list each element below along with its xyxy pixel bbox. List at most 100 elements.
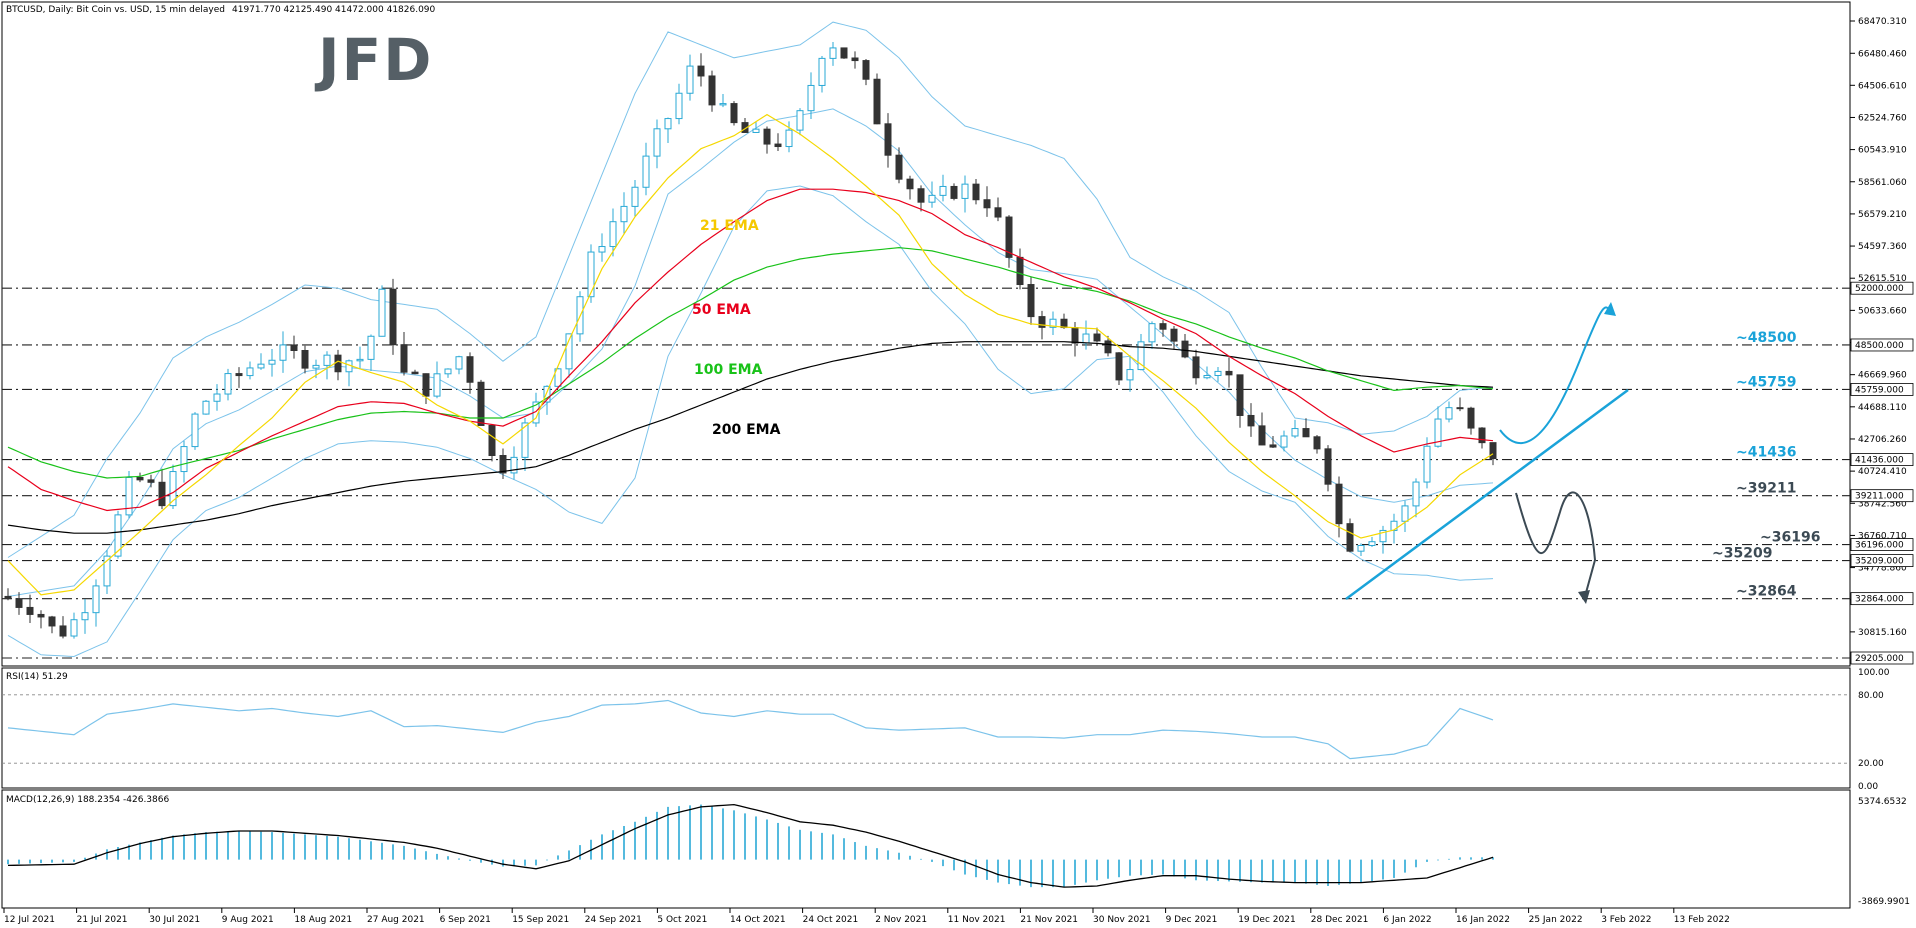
level-tag-box xyxy=(1850,538,1914,551)
price-pane xyxy=(1,1,1851,667)
price-tick-label: 42706.260 xyxy=(1858,435,1907,445)
macd-axis-label: 5374.6532 xyxy=(1858,797,1907,807)
level-tag: 36196.000 xyxy=(1855,541,1904,551)
candle-body xyxy=(664,118,672,130)
date-label: 24 Sep 2021 xyxy=(585,915,642,925)
candle-body xyxy=(543,385,551,403)
candle-body xyxy=(378,288,386,337)
candle-body xyxy=(4,595,12,600)
candle-body xyxy=(103,555,111,587)
candle-body xyxy=(730,103,738,124)
candle-body xyxy=(1170,328,1178,342)
candle-body xyxy=(631,186,639,207)
candle-body xyxy=(59,625,67,637)
date-label: 14 Oct 2021 xyxy=(730,915,786,925)
price-tick-label: 44688.110 xyxy=(1858,403,1907,413)
candle-body xyxy=(752,128,760,133)
level-tag: 48500.000 xyxy=(1855,341,1904,351)
date-label: 2 Nov 2021 xyxy=(875,915,927,925)
ema100-line xyxy=(7,246,1494,479)
candle-body xyxy=(807,84,815,112)
candle-body xyxy=(367,335,375,360)
candle-body xyxy=(466,356,474,383)
candle-body xyxy=(774,143,782,148)
candle-body xyxy=(521,422,529,458)
rsi-series: 100.00 80.00 20.00 0.00 xyxy=(2,668,1890,792)
candle-body xyxy=(191,413,199,448)
candle-body xyxy=(939,185,947,196)
macd-series: 5374.6532 -3869.9901 xyxy=(7,797,1910,907)
candle-body xyxy=(158,481,166,507)
candle-body xyxy=(1269,444,1277,448)
candle-body xyxy=(411,371,419,375)
candle-body xyxy=(917,188,925,203)
candle-body xyxy=(818,57,826,86)
level-label: ~32864 xyxy=(1736,584,1797,600)
candle-body xyxy=(1291,428,1299,437)
date-label: 21 Nov 2021 xyxy=(1020,915,1078,925)
candle-body xyxy=(840,47,848,59)
candle-body xyxy=(323,354,331,366)
date-label: 30 Jul 2021 xyxy=(149,915,200,925)
candle-body xyxy=(1258,425,1266,446)
trendline xyxy=(1345,388,1629,601)
candle-body xyxy=(994,207,1002,218)
candle-body xyxy=(334,354,342,373)
candle-body xyxy=(1137,341,1145,371)
rsi-axis-label: 20.00 xyxy=(1858,759,1884,769)
candle-body xyxy=(1071,327,1079,344)
candle-body xyxy=(1302,428,1310,438)
level-tag-box xyxy=(1850,338,1914,352)
level-tag-box xyxy=(1850,453,1914,466)
level-label: ~39211 xyxy=(1736,481,1796,497)
rsi-pane xyxy=(1,667,1851,789)
date-label: 21 Jul 2021 xyxy=(77,915,128,925)
ema50-line xyxy=(7,188,1494,512)
date-label: 19 Dec 2021 xyxy=(1238,915,1296,925)
level-label: ~35209 xyxy=(1712,546,1772,562)
date-label: 18 Aug 2021 xyxy=(294,915,352,925)
candle-body xyxy=(70,619,78,637)
candle-body xyxy=(620,205,628,223)
price-tick-label: 68470.310 xyxy=(1858,17,1907,27)
candle-body xyxy=(477,381,485,426)
level-tag-box xyxy=(1850,489,1914,503)
candle-body xyxy=(675,92,683,120)
price-tick-label: 56579.210 xyxy=(1858,210,1907,220)
candle-body xyxy=(202,400,210,415)
price-tick-label: 54597.360 xyxy=(1858,242,1907,252)
level-tag: 32864.000 xyxy=(1855,595,1904,605)
symbol-info: BTCUSD, Daily: Bit Coin vs. USD, 15 min … xyxy=(6,5,225,15)
date-label: 28 Dec 2021 xyxy=(1311,915,1369,925)
ema21-line xyxy=(7,113,1494,596)
ohlc-values: 41971.770 42125.490 41472.000 41826.090 xyxy=(232,5,436,15)
candle-body xyxy=(422,373,430,397)
candle-body xyxy=(1148,323,1156,343)
candle-body xyxy=(1467,407,1475,429)
macd-signal-line xyxy=(7,803,1494,888)
candle-body xyxy=(224,373,232,395)
price-tick-label: 52615.510 xyxy=(1858,274,1907,284)
candle-body xyxy=(301,349,309,369)
rsi-line xyxy=(7,699,1494,760)
date-axis: 12 Jul 2021 21 Jul 2021 30 Jul 2021 9 Aug 2… xyxy=(3,908,1730,925)
candle-body xyxy=(1324,448,1332,485)
candle-body xyxy=(895,154,903,180)
candle-body xyxy=(389,288,397,346)
candle-body xyxy=(1049,318,1057,328)
candle-body xyxy=(312,364,320,369)
level-tag: 35209.000 xyxy=(1855,557,1904,567)
candle-body xyxy=(565,333,573,370)
annotations: ~48500 ~45759 ~41436 ~39211 ~36196~35209 ~328… xyxy=(1345,302,1820,604)
candle-body xyxy=(246,367,254,377)
candle-body xyxy=(1192,356,1200,379)
level-tag: 45759.000 xyxy=(1855,385,1904,395)
candle-body xyxy=(1412,481,1420,507)
candle-body xyxy=(1225,370,1233,376)
candle-body xyxy=(136,476,144,481)
candle-body xyxy=(15,598,23,608)
candle-body xyxy=(763,128,771,145)
candle-body xyxy=(609,221,617,248)
candle-body xyxy=(1082,333,1090,344)
candle-body xyxy=(455,356,463,370)
